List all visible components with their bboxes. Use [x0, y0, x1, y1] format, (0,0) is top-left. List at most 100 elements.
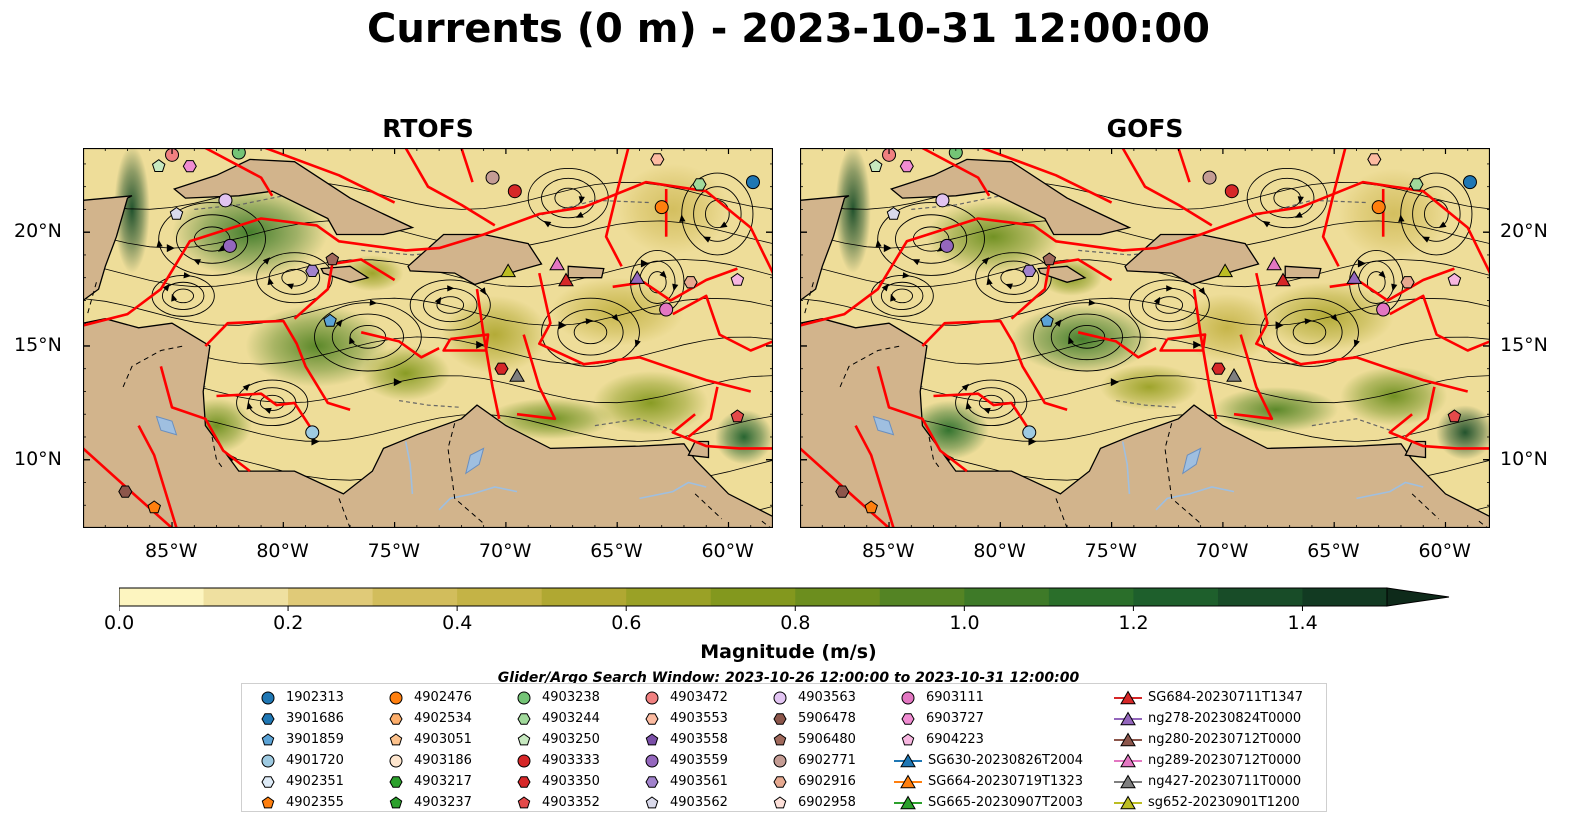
- eez-boundary: [475, 288, 501, 420]
- legend-circle-icon: [389, 691, 403, 705]
- streamline: [557, 309, 624, 356]
- streamline: [256, 252, 333, 304]
- streamline-arrow: [875, 239, 882, 248]
- streamline: [800, 220, 1490, 249]
- platform-marker-4902476: [654, 200, 669, 215]
- legend-marker-icon: [517, 776, 531, 788]
- platform-marker-3901859: [1040, 313, 1054, 327]
- legend-marker-icon: [645, 713, 659, 725]
- colorbar-tick-label: 0.8: [780, 612, 811, 634]
- legend-pentagon-icon: [773, 796, 787, 809]
- legend-label: sg652-20230901T1200: [1148, 795, 1300, 810]
- platform-marker-ng427-20230711T0000: [1226, 368, 1242, 382]
- lake: [872, 415, 895, 436]
- river: [1121, 441, 1131, 494]
- eez-boundary: [204, 319, 351, 411]
- platform-marker-ng289-20230712T0000: [549, 256, 565, 271]
- colorbar-segment: [119, 588, 205, 606]
- legend-marker-icon: [1114, 732, 1142, 747]
- rtofs-x-tick-label: 70°W: [478, 540, 532, 562]
- platform-marker-6904223: [1447, 272, 1462, 286]
- streamline-arrow: [912, 259, 920, 266]
- legend-marker-icon: [517, 691, 531, 705]
- legend-label: ng278-20230824T0000: [1148, 711, 1302, 726]
- streamline-arrow: [558, 321, 567, 330]
- streamline-arrow: [719, 221, 728, 228]
- streamline: [877, 202, 985, 276]
- map-gofs: [800, 148, 1490, 528]
- platform-marker-sg652-20230901T1200: [1217, 263, 1234, 278]
- colorbar-frame: [118, 587, 1388, 607]
- land: [800, 195, 850, 302]
- map-gofs-canvas: [800, 148, 1490, 528]
- platform-marker-4903561: [1022, 264, 1037, 277]
- legend-marker-icon: [261, 754, 275, 768]
- streamline: [1260, 297, 1359, 367]
- streamline: [1050, 313, 1123, 361]
- streamline: [1260, 177, 1315, 219]
- legend-marker-icon: [1114, 711, 1142, 726]
- eez-boundary: [537, 272, 752, 393]
- river: [404, 441, 414, 494]
- current-magnitude-patch: [361, 345, 451, 401]
- legend-label: 4903217: [414, 774, 472, 789]
- eez-boundary: [83, 180, 773, 327]
- map-frame: [83, 148, 773, 528]
- platform-marker-5906478: [835, 485, 850, 498]
- colorbar-segment: [372, 588, 458, 606]
- eez-boundary: [360, 331, 440, 359]
- colorbar-tick-label: 1.4: [1287, 612, 1318, 634]
- colorbar-segment: [1133, 588, 1219, 606]
- streamline: [83, 220, 773, 249]
- y-tick-label-right: 20°N: [1500, 220, 1548, 243]
- legend-label: SG684-20230711T1347: [1148, 690, 1304, 705]
- platform-marker-SG684-20230711T1347: [558, 272, 574, 287]
- legend-label: 6902958: [798, 795, 856, 810]
- eez-boundary: [204, 148, 274, 197]
- streamline-arrow: [1088, 299, 1097, 306]
- legend-marker-icon: [773, 776, 787, 788]
- streamline-arrow: [1110, 378, 1119, 387]
- colorbar-segment: [288, 588, 374, 606]
- current-magnitude-patch: [835, 148, 871, 274]
- eez-boundary: [1321, 148, 1347, 267]
- platform-marker-4903562: [169, 206, 184, 220]
- platform-marker-ng278-20230824T0000: [1346, 270, 1363, 284]
- legend-circle-icon: [773, 691, 787, 705]
- platform-marker-4903563: [935, 193, 950, 208]
- legend-label: 1902313: [286, 690, 344, 705]
- platform-marker-6904223: [730, 272, 745, 286]
- eez-boundary: [604, 148, 630, 267]
- panel-title-gofs: GOFS: [1106, 114, 1184, 143]
- x-axis-rtofs: 85°W 80°W 75°W 70°W 65°W 60°W: [83, 528, 773, 568]
- country-border: [122, 345, 184, 388]
- streamline-arrow: [1275, 321, 1284, 330]
- legend-label: 4902351: [286, 774, 344, 789]
- streamline-arrow: [1193, 340, 1202, 349]
- platform-marker-4903352: [730, 409, 745, 423]
- eez-boundary: [800, 180, 1490, 327]
- rtofs-x-tick-label: 60°W: [701, 540, 754, 562]
- legend-hexagon-icon: [645, 776, 659, 788]
- legend-marker-icon: [645, 691, 659, 705]
- eez-boundary: [83, 447, 173, 528]
- y-tick-label-right: 10°N: [1500, 447, 1548, 470]
- legend-label: ng280-20230712T0000: [1148, 732, 1302, 747]
- legend-triangle-icon: [900, 795, 916, 810]
- legend-label: 4903333: [542, 753, 600, 768]
- streamline-arrow: [349, 336, 355, 345]
- eez-boundary: [800, 447, 890, 528]
- platform-marker-4903238: [231, 148, 246, 160]
- legend-triangle-icon: [1120, 732, 1136, 747]
- country-border: [87, 282, 97, 315]
- land: [1037, 265, 1087, 283]
- platform-marker-SG684-20230711T1347: [1275, 272, 1291, 287]
- legend-marker-icon: [645, 796, 659, 809]
- legend-pentagon-icon: [261, 733, 275, 746]
- bathymetry-contour: [1311, 418, 1390, 431]
- streamline: [236, 379, 309, 427]
- country-border: [928, 436, 941, 470]
- legend-label: ng427-20230711T0000: [1148, 774, 1302, 789]
- streamline-arrow: [982, 407, 991, 414]
- eez-boundary: [1254, 272, 1469, 393]
